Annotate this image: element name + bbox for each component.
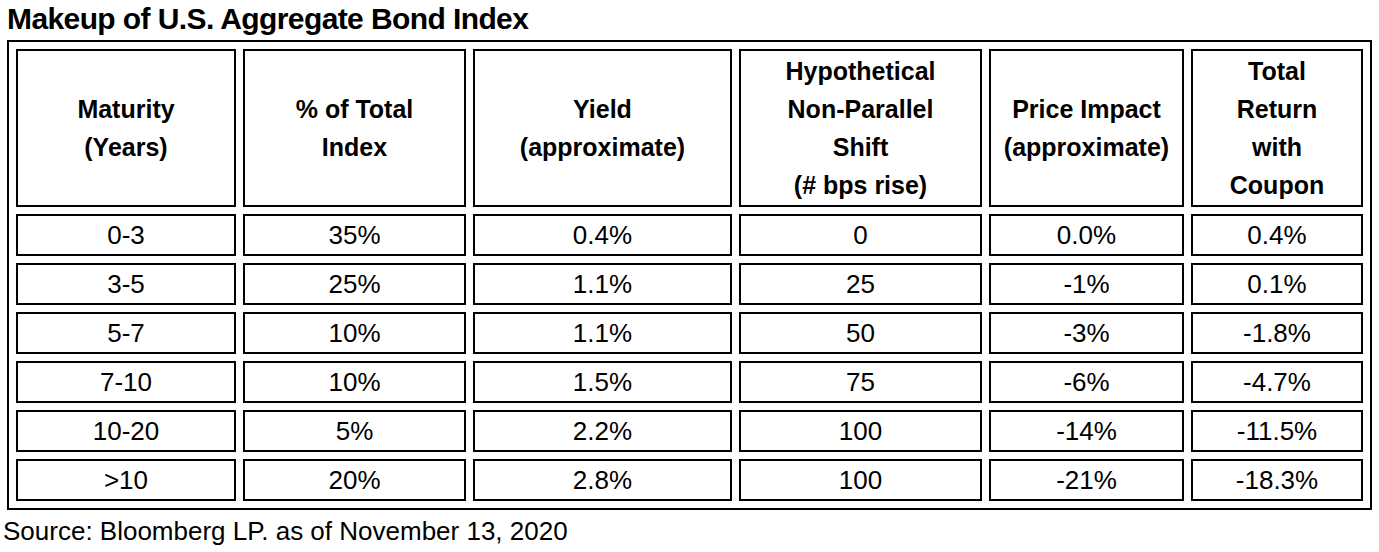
- table-cell: -14%: [989, 410, 1184, 452]
- table-cell: 7-10: [16, 361, 236, 403]
- table-cell: -11.5%: [1191, 410, 1363, 452]
- table-row: 10-205%2.2%100-14%-11.5%: [16, 410, 1363, 452]
- table-cell: 50: [739, 312, 982, 354]
- table-cell: 100: [739, 410, 982, 452]
- column-header: TotalReturnwithCoupon: [1191, 49, 1363, 207]
- table-row: 3-525%1.1%25-1%0.1%: [16, 263, 1363, 305]
- table-cell: -1%: [989, 263, 1184, 305]
- table-row: 5-710%1.1%50-3%-1.8%: [16, 312, 1363, 354]
- table-cell: 35%: [243, 214, 466, 256]
- column-header: Yield(approximate): [473, 49, 732, 207]
- column-header: HypotheticalNon-ParallelShift(# bps rise…: [739, 49, 982, 207]
- table-cell: 2.2%: [473, 410, 732, 452]
- table-cell: 0.0%: [989, 214, 1184, 256]
- bond-index-table: Maturity(Years)% of TotalIndexYield(appr…: [7, 40, 1372, 510]
- page-title: Makeup of U.S. Aggregate Bond Index: [0, 0, 1379, 40]
- column-header: Price Impact(approximate): [989, 49, 1184, 207]
- table-cell: 25: [739, 263, 982, 305]
- table-cell: 0.4%: [473, 214, 732, 256]
- table-cell: 10-20: [16, 410, 236, 452]
- table-cell: -6%: [989, 361, 1184, 403]
- column-header: % of TotalIndex: [243, 49, 466, 207]
- table-cell: 0.1%: [1191, 263, 1363, 305]
- table-cell: 25%: [243, 263, 466, 305]
- table-cell: -1.8%: [1191, 312, 1363, 354]
- table-cell: 5%: [243, 410, 466, 452]
- table-cell: 100: [739, 459, 982, 501]
- table-cell: 5-7: [16, 312, 236, 354]
- column-header: Maturity(Years): [16, 49, 236, 207]
- source-note: Source: Bloomberg LP. as of November 13,…: [0, 510, 1379, 546]
- table-row: 7-1010%1.5%75-6%-4.7%: [16, 361, 1363, 403]
- table-body: 0-335%0.4%00.0%0.4%3-525%1.1%25-1%0.1%5-…: [16, 214, 1363, 501]
- table-cell: 10%: [243, 361, 466, 403]
- table-cell: -4.7%: [1191, 361, 1363, 403]
- table-cell: 0.4%: [1191, 214, 1363, 256]
- page: Makeup of U.S. Aggregate Bond Index Matu…: [0, 0, 1379, 552]
- table-cell: 1.1%: [473, 263, 732, 305]
- table-cell: 75: [739, 361, 982, 403]
- table-cell: 1.1%: [473, 312, 732, 354]
- table-cell: 0: [739, 214, 982, 256]
- table-cell: 10%: [243, 312, 466, 354]
- table-cell: >10: [16, 459, 236, 501]
- table-cell: -21%: [989, 459, 1184, 501]
- table-cell: 20%: [243, 459, 466, 501]
- table-cell: -18.3%: [1191, 459, 1363, 501]
- table-cell: -3%: [989, 312, 1184, 354]
- table-cell: 0-3: [16, 214, 236, 256]
- table-header: Maturity(Years)% of TotalIndexYield(appr…: [16, 49, 1363, 207]
- table-row: 0-335%0.4%00.0%0.4%: [16, 214, 1363, 256]
- table-cell: 2.8%: [473, 459, 732, 501]
- table-row: >1020%2.8%100-21%-18.3%: [16, 459, 1363, 501]
- table-cell: 1.5%: [473, 361, 732, 403]
- table-header-row: Maturity(Years)% of TotalIndexYield(appr…: [16, 49, 1363, 207]
- table-cell: 3-5: [16, 263, 236, 305]
